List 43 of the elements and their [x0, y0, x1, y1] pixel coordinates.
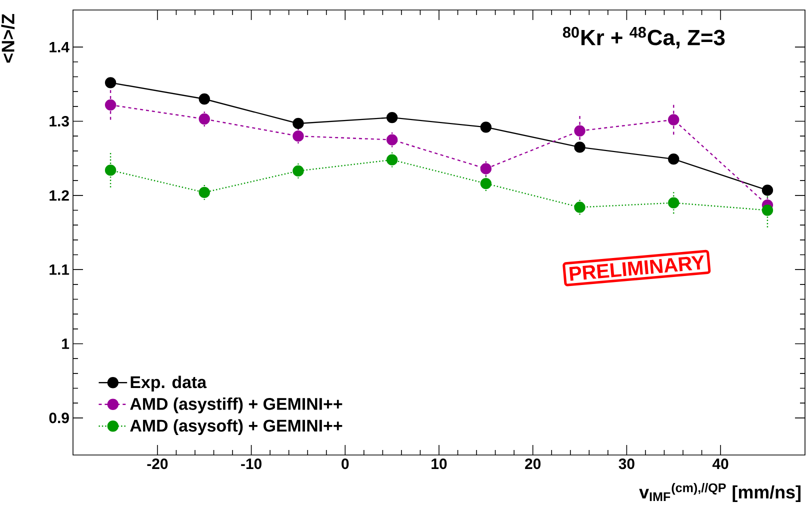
x-tick-label: 40 [712, 458, 728, 470]
point [292, 165, 304, 177]
point [292, 130, 304, 142]
point [668, 114, 680, 126]
y-tick-label: 1.2 [50, 190, 69, 201]
y-tick-label: 1 [62, 338, 70, 349]
text: $^{80}$Kr + $^{48}$Ca, Z=3 [562, 26, 725, 48]
point [480, 178, 492, 190]
point [198, 186, 210, 198]
y-tick-label: 1.1 [50, 264, 70, 275]
point [292, 118, 304, 130]
point [386, 112, 398, 124]
y-tick-label: 1.4 [50, 42, 70, 52]
point [198, 113, 210, 125]
point [198, 93, 210, 105]
point [574, 202, 586, 213]
point [104, 164, 116, 176]
x-tick-label: 20 [525, 458, 541, 470]
point [386, 154, 398, 166]
point [480, 163, 492, 174]
point [762, 184, 774, 196]
x-tick-label: 10 [432, 458, 447, 470]
x-tick-label: 30 [618, 458, 634, 470]
point [668, 153, 680, 165]
point [104, 77, 116, 88]
y-tick-label: 1.3 [50, 116, 69, 127]
point [762, 204, 774, 216]
x-tick-label: -20 [147, 458, 168, 470]
point [574, 142, 586, 153]
point [104, 99, 116, 111]
point [668, 197, 680, 208]
annotation: PRELIMINARY [569, 255, 704, 281]
x-tick-label: -10 [241, 458, 262, 470]
x-axis-title: v$_{IMF}$$^{(cm),//QP}$ [mm/ns] [639, 482, 800, 502]
point [574, 125, 586, 136]
y-axis-title: <N>/Z [1, 14, 15, 63]
legend-label: AMD (asystiff) + GEMINI++ [130, 398, 342, 414]
legend-label: Exp. data [130, 376, 207, 392]
legend-label: AMD (asysoft) + GEMINI++ [130, 419, 342, 436]
point [480, 122, 492, 133]
point [386, 134, 398, 146]
x-tick-label: 0 [342, 458, 349, 470]
y-tick-label: 0.9 [49, 412, 69, 424]
